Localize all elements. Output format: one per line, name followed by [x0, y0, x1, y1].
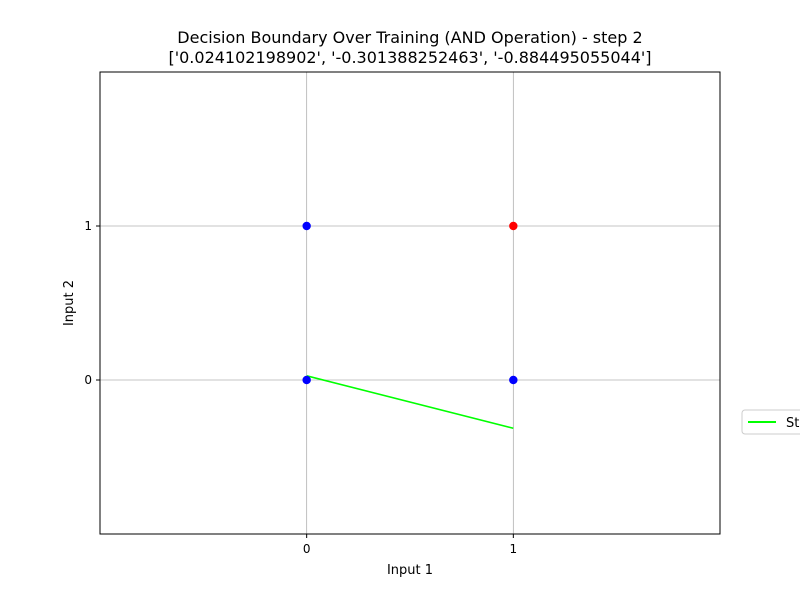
data-point: [509, 221, 518, 231]
x-axis-label: Input 1: [387, 563, 433, 578]
chart-title-line2: ['0.024102198902', '-0.301388252463', '-…: [168, 48, 651, 67]
grid: [100, 72, 720, 534]
axis-ticks: 0 1 0 1: [84, 219, 517, 556]
data-point: [302, 375, 311, 385]
y-tick-label: 0: [84, 373, 92, 387]
y-tick-label: 1: [84, 219, 92, 233]
chart-title-line1: Decision Boundary Over Training (AND Ope…: [177, 28, 642, 47]
data-points: [302, 221, 518, 385]
x-tick-label: 1: [510, 542, 518, 556]
decision-boundary: [306, 375, 514, 430]
boundary-line: [306, 375, 514, 430]
data-point: [509, 375, 518, 385]
x-tick-label: 0: [303, 542, 311, 556]
plot-frame: [99, 71, 721, 535]
legend: St: [741, 409, 800, 435]
data-point: [302, 221, 311, 231]
y-axis-label: Input 2: [62, 280, 77, 326]
legend-label: St: [786, 416, 799, 431]
